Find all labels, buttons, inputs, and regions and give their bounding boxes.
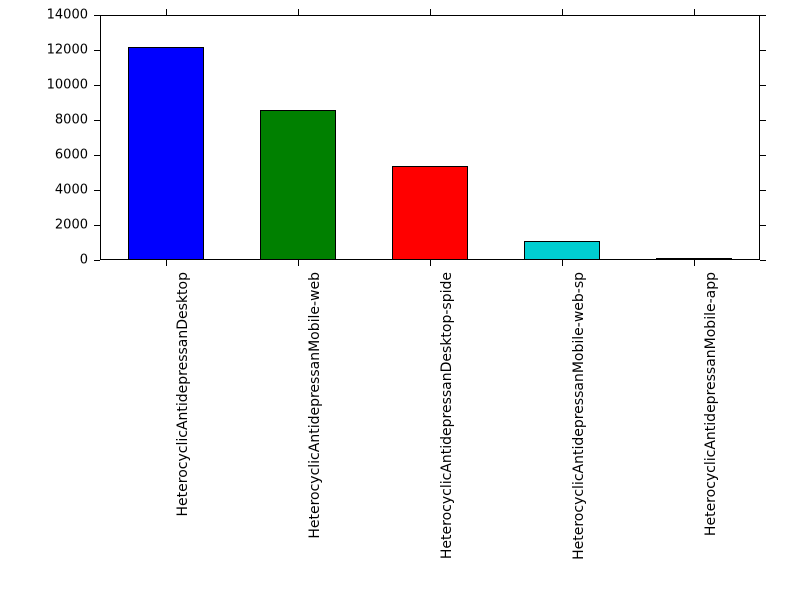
x-tick-label: HeterocyclicAntidepressanDesktop-spide [439, 272, 455, 572]
x-tick [430, 9, 431, 15]
x-tick-label: HeterocyclicAntidepressanDesktop [175, 272, 191, 572]
y-tick-label: 2000 [0, 218, 88, 233]
y-tick [94, 155, 100, 156]
y-tick [94, 15, 100, 16]
y-tick-label: 0 [0, 253, 88, 268]
bar [260, 110, 337, 261]
x-tick-label: HeterocyclicAntidepressanMobile-app [703, 272, 719, 572]
y-tick-label: 6000 [0, 148, 88, 163]
x-tick-label: HeterocyclicAntidepressanMobile-web-sp [571, 272, 587, 572]
x-tick [166, 9, 167, 15]
y-tick [760, 50, 766, 51]
x-tick [694, 260, 695, 266]
y-tick [94, 50, 100, 51]
y-tick [760, 15, 766, 16]
y-tick-label: 8000 [0, 113, 88, 128]
bar [392, 166, 469, 261]
x-tick [298, 260, 299, 266]
x-tick [298, 9, 299, 15]
y-tick-label: 10000 [0, 78, 88, 93]
y-tick [760, 85, 766, 86]
y-tick [94, 120, 100, 121]
x-tick [562, 260, 563, 266]
y-tick-label: 4000 [0, 183, 88, 198]
x-tick [694, 9, 695, 15]
x-tick [562, 9, 563, 15]
y-tick [94, 260, 100, 261]
y-tick-label: 14000 [0, 8, 88, 23]
bar-chart: 0 2000 4000 6000 8000 10000 12000 14000 Heterocy… [0, 0, 800, 600]
y-tick-label: 12000 [0, 43, 88, 58]
x-tick [166, 260, 167, 266]
x-tick-label: HeterocyclicAntidepressanMobile-web [307, 272, 323, 572]
y-tick [94, 190, 100, 191]
y-tick [760, 190, 766, 191]
bar [524, 241, 601, 260]
y-tick [760, 225, 766, 226]
y-tick [760, 260, 766, 261]
bar [128, 47, 205, 261]
y-tick [760, 155, 766, 156]
y-tick [94, 225, 100, 226]
y-tick [94, 85, 100, 86]
x-tick [430, 260, 431, 266]
y-tick [760, 120, 766, 121]
